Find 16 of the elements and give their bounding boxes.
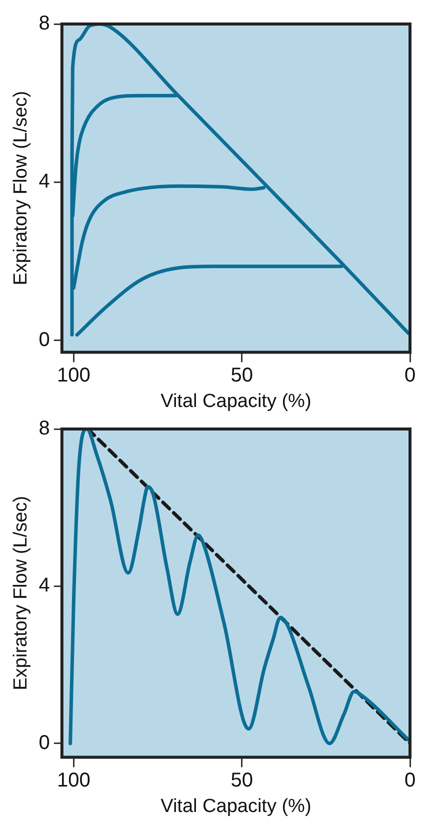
y-tick-label: 0 [38,732,50,754]
x-tick-label: 100 [57,364,90,387]
x-tick-label: 50 [230,364,253,387]
x-tick-label: 0 [404,770,416,792]
y-tick-label: 4 [38,574,50,597]
y-tick-label: 4 [38,170,50,193]
y-tick-label: 0 [38,328,50,351]
x-axis-title: Vital Capacity (%) [160,390,312,412]
x-tick-label: 100 [57,770,90,792]
x-tick-label: 0 [404,364,416,387]
x-tick-label: 50 [230,770,253,792]
y-axis-title: Expiratory Flow (L/sec) [10,90,32,286]
y-axis-title: Expiratory Flow (L/sec) [10,496,32,690]
y-tick-label: 8 [38,12,50,35]
y-tick-label: 8 [38,418,50,440]
x-axis-title: Vital Capacity (%) [160,796,312,817]
